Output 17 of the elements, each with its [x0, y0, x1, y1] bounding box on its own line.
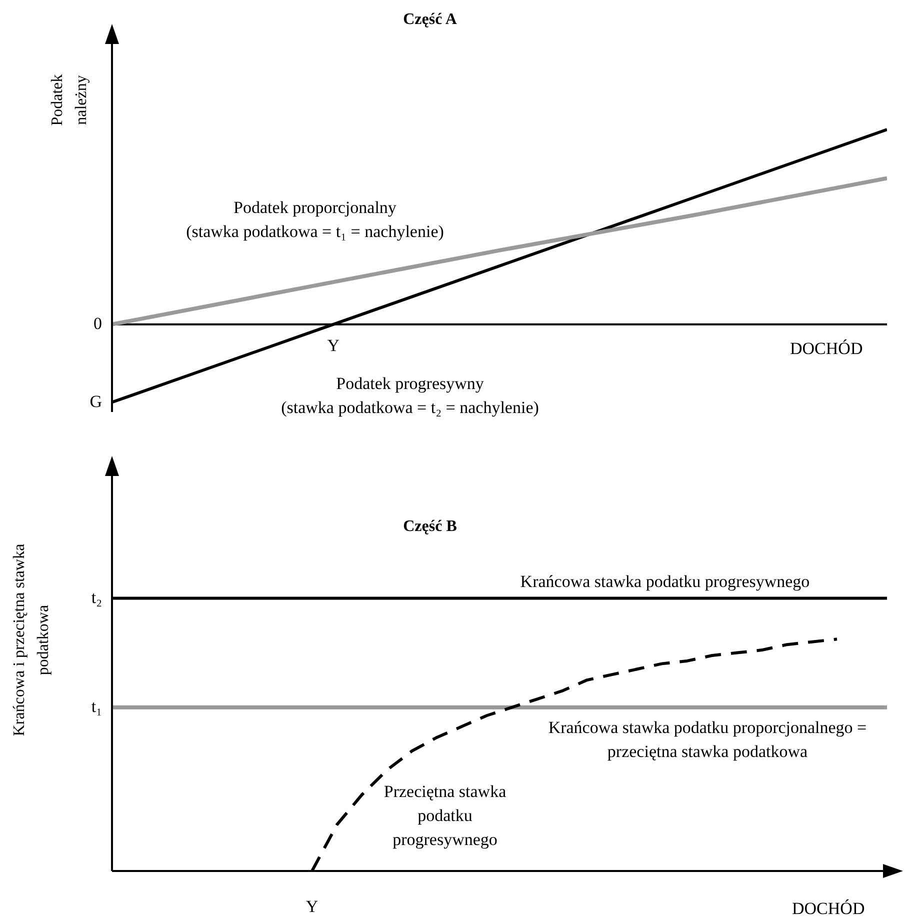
text: G — [88, 391, 102, 414]
series-label: Podatek proporcjonalny (stawka podatkowa = t₁ = nachylenie) — [185, 197, 445, 243]
chart-title: Część A — [402, 10, 458, 30]
series-label: Krańcowa stawka podatku proporcjonalnego = przeciętna stawka podatkowa — [547, 717, 868, 763]
text: t₁ — [90, 696, 102, 718]
series-label: Krańcowa stawka podatku progresywnego — [519, 571, 811, 593]
series-label: Podatek progresywny (stawka podatkowa = t₂ = nachylenie) — [280, 373, 540, 419]
series-label: Przeciętna stawka podatku progresywnego — [382, 781, 508, 851]
annotation: Y — [326, 335, 341, 358]
y-axis-title: Krańcowa i przeciętna stawka podatkowa — [10, 542, 53, 738]
x-axis-title: DOCHÓD — [790, 338, 863, 360]
x-axis-title: DOCHÓD — [792, 898, 865, 920]
text: 0 — [92, 313, 102, 336]
y-axis-title: Podatek należny — [48, 73, 91, 128]
text: t₂ — [91, 588, 102, 608]
chart-title: Część B — [402, 517, 458, 537]
text: Y — [304, 896, 320, 918]
